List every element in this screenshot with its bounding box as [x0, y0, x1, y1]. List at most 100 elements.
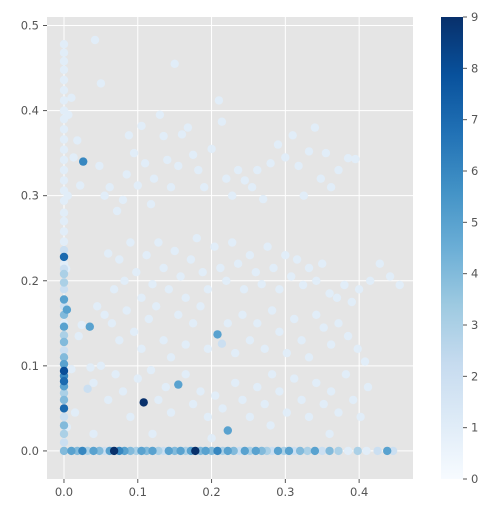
scatter-point [304, 412, 314, 422]
colorbar-tick-label: 3 [471, 318, 478, 332]
scatter-point [218, 404, 227, 413]
scatter-point [326, 387, 336, 396]
scatter-point [90, 35, 100, 45]
colorbar-tick-label: 2 [471, 369, 478, 383]
scatter-point [260, 344, 269, 353]
scatter-point [210, 242, 219, 251]
scatter-point [174, 380, 183, 389]
scatter-point [253, 319, 262, 328]
scatter-point [76, 181, 85, 190]
scatter-point [59, 65, 69, 75]
scatter-point [273, 446, 283, 456]
scatter-point [137, 446, 146, 456]
scatter-point [163, 155, 172, 165]
scatter-point [181, 340, 190, 349]
scatter-point [148, 429, 157, 439]
scatter-point [253, 382, 262, 392]
scatter-point [100, 310, 109, 319]
y-tick-label: 0.2 [21, 274, 39, 288]
scatter-point [217, 339, 227, 348]
scatter-point [383, 446, 392, 456]
scatter-point [59, 208, 69, 217]
y-tick-label: 0.4 [21, 104, 39, 118]
scatter-point [59, 176, 69, 185]
scatter-point [297, 336, 306, 345]
scatter-point [104, 395, 113, 405]
x-tick-label: 0.1 [129, 485, 147, 499]
scatter-point [395, 280, 404, 290]
y-axis: 0.0 0.1 0.2 0.3 0.4 0.5 [21, 19, 47, 458]
scatter-point [59, 96, 69, 105]
scatter-point [109, 285, 119, 294]
scatter-point [297, 395, 306, 405]
y-tick-label: 0.5 [21, 19, 39, 33]
scatter-point [245, 251, 255, 260]
scatter-point [216, 263, 225, 273]
scatter-point [109, 446, 119, 456]
scatter-point [326, 340, 336, 349]
scatter-point [275, 387, 284, 396]
scatter-point [139, 398, 148, 407]
x-tick-label: 0.0 [55, 485, 73, 499]
scatter-point [64, 110, 73, 120]
scatter-point [59, 377, 69, 386]
scatter-point [111, 370, 120, 379]
scatter-point [79, 157, 88, 166]
scatter-point [325, 446, 334, 456]
scatter-point [70, 408, 80, 417]
scatter-point [353, 344, 362, 353]
scatter-point [356, 412, 365, 422]
scatter-point [192, 234, 201, 243]
scatter-point [133, 374, 142, 383]
scatter-point [59, 412, 69, 422]
scatter-point [281, 153, 290, 162]
scatter-point [275, 327, 284, 336]
scatter-point [222, 276, 231, 285]
scatter-point [267, 306, 277, 315]
scatter-point [191, 446, 200, 456]
scatter-point [83, 384, 92, 393]
scatter-point [273, 140, 283, 149]
scatter-point [321, 148, 331, 158]
scatter-point [304, 263, 314, 273]
scatter-point [239, 285, 249, 294]
scatter-point [366, 276, 375, 285]
scatter-point [140, 159, 150, 168]
scatter-point [251, 268, 260, 277]
scatter-point [303, 446, 312, 456]
scatter-point [154, 395, 163, 405]
scatter-point [166, 408, 176, 417]
scatter-point [124, 131, 134, 140]
scatter-point [100, 191, 109, 200]
scatter-point [59, 165, 69, 175]
scatter-point [282, 348, 291, 358]
scatter-point [251, 446, 260, 456]
scatter-point [177, 130, 187, 139]
scatter-point [59, 155, 69, 165]
scatter-point [59, 395, 69, 405]
scatter-point [181, 293, 190, 302]
scatter-point [59, 245, 69, 255]
scatter-point [133, 181, 142, 190]
scatter-point [223, 426, 232, 435]
scatter-point [385, 272, 395, 281]
scatter-point [59, 217, 69, 226]
scatter-point [200, 183, 209, 192]
scatter-point [174, 161, 183, 171]
scatter-point [170, 446, 179, 456]
scatter-point [77, 320, 86, 330]
scatter-point [62, 305, 72, 314]
scatter-point [257, 446, 266, 456]
scatter-point [318, 259, 327, 268]
scatter-point [164, 285, 173, 294]
scatter-point [332, 293, 342, 302]
scatter-point [137, 344, 146, 353]
colorbar-tick-label: 5 [471, 215, 478, 229]
scatter-point [59, 40, 69, 49]
scatter-point [275, 285, 284, 294]
scatter-point [59, 337, 69, 347]
scatter-point [388, 446, 398, 456]
scatter-point [310, 446, 320, 456]
